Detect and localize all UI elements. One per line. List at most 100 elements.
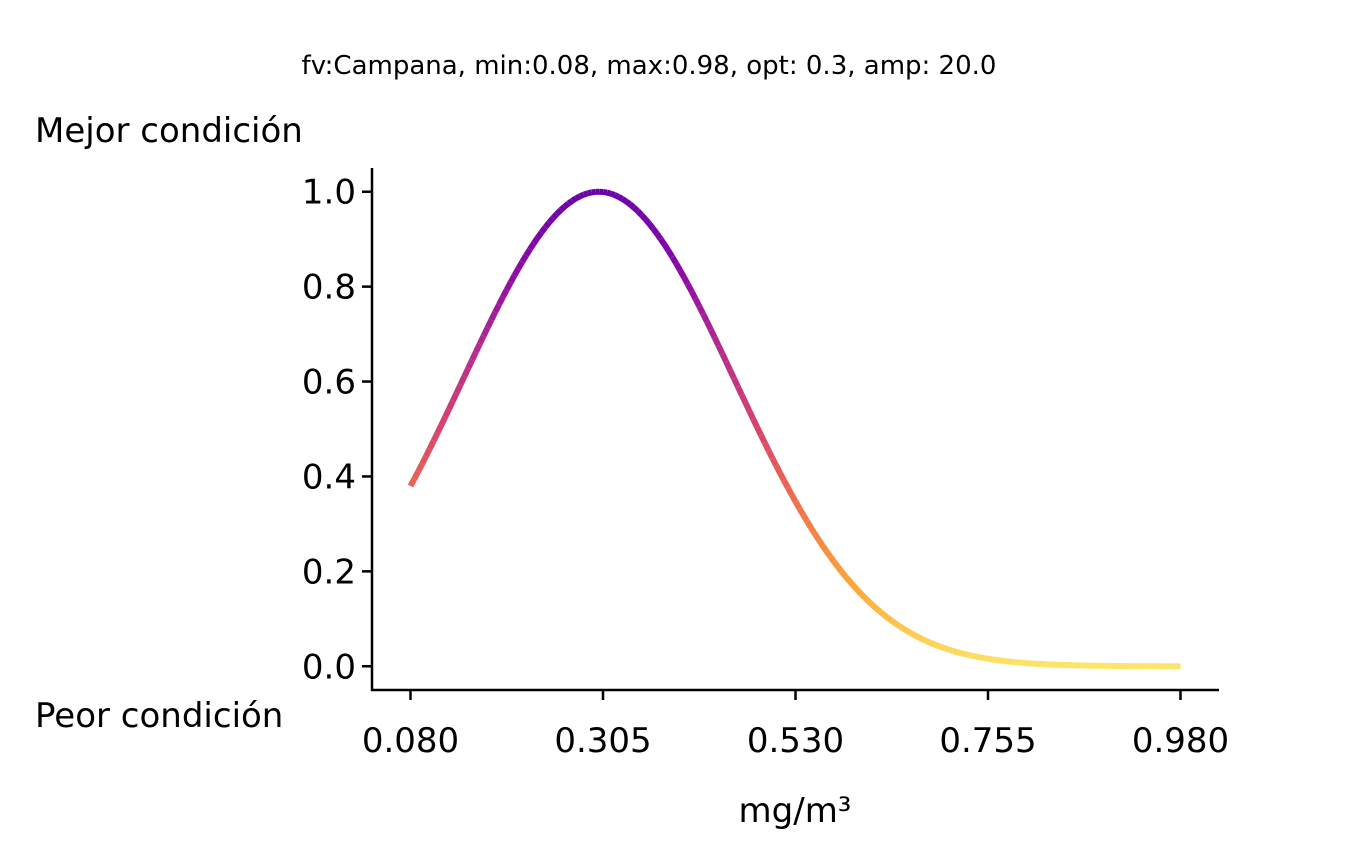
curve-segment <box>646 221 656 231</box>
curve-segment <box>662 243 671 253</box>
curve-segment <box>754 425 764 437</box>
curve-segment <box>762 441 772 452</box>
curve-segment <box>665 249 675 259</box>
curve-segment <box>616 194 624 202</box>
curve-segment <box>609 190 616 198</box>
curve-segment <box>968 652 974 659</box>
curve-segment <box>874 606 883 615</box>
curve-segment <box>446 399 456 411</box>
curve-segment <box>430 431 441 443</box>
curve-segment <box>843 574 852 583</box>
curve-segment <box>723 360 733 372</box>
curve-segment <box>866 599 875 608</box>
curve-segment <box>613 192 620 200</box>
axis-spines <box>370 168 1219 692</box>
curve-segment <box>952 648 959 655</box>
curve-segment <box>685 282 695 293</box>
curve-segment <box>539 225 548 235</box>
curve-segment <box>827 554 837 564</box>
curve-segment <box>960 650 966 658</box>
curve-segment <box>944 645 951 653</box>
curve-segment <box>917 634 924 642</box>
curve-segment <box>620 196 628 204</box>
curve-segment <box>415 462 425 473</box>
curve-segment <box>566 198 574 206</box>
curve-segment <box>708 328 718 339</box>
curve-segment <box>407 477 417 488</box>
curve-segment <box>835 564 845 574</box>
curve-segment <box>504 281 514 292</box>
curve-segment <box>457 375 468 386</box>
curve-segment <box>582 190 589 198</box>
curve-segment <box>719 352 729 364</box>
curve-segment <box>987 655 993 663</box>
curve-segment <box>823 549 833 559</box>
curve-segment <box>473 342 483 354</box>
curve-segment <box>964 651 970 658</box>
curve-segment <box>542 220 552 230</box>
curve-segment <box>704 320 714 331</box>
curve-segment <box>461 366 471 378</box>
curve-segment <box>742 401 753 413</box>
curve-segment <box>738 393 749 405</box>
curve-segment <box>909 630 917 638</box>
curve-segment <box>677 268 687 279</box>
y-tick-label: 0.8 <box>302 268 356 308</box>
curve-segment <box>893 621 902 629</box>
curve-segment <box>862 595 871 604</box>
plot-area <box>407 188 1181 670</box>
y-tick-label: 0.4 <box>302 457 356 497</box>
curve-segment <box>878 609 886 618</box>
curve-segment <box>804 519 814 530</box>
curve-segment <box>839 569 848 579</box>
curve-segment <box>700 312 710 324</box>
curve-segment <box>812 532 822 542</box>
curve-segment <box>511 267 521 277</box>
curve-segment <box>847 579 856 588</box>
curve-segment <box>851 583 860 592</box>
curve-segment <box>696 304 706 316</box>
curve-segment <box>606 189 612 197</box>
curve-segment <box>870 602 879 611</box>
curve-segment <box>558 204 567 213</box>
curve-segment <box>758 433 768 445</box>
curve-segment <box>692 297 702 308</box>
curve-segment <box>905 628 913 636</box>
curve-segment <box>591 188 596 196</box>
curve-segment <box>886 615 894 624</box>
curve-segment <box>658 237 668 247</box>
curve-segment <box>792 500 802 510</box>
curve-segment <box>777 471 787 482</box>
curve-segment <box>995 656 1000 664</box>
x-axis-label: mg/m³ <box>739 791 852 831</box>
curve-segment <box>831 559 841 569</box>
curve-segment <box>500 288 510 299</box>
curve-segment <box>746 409 756 421</box>
curve-segment <box>628 201 636 210</box>
curve-segment <box>858 591 867 600</box>
curve-segment <box>484 318 495 330</box>
curve-segment <box>854 587 864 596</box>
curve-segment <box>773 464 783 475</box>
curve-segment <box>631 205 640 214</box>
curve-segment <box>531 236 541 246</box>
curve-segment <box>715 344 726 356</box>
curve-segment <box>711 336 722 347</box>
curve-segment <box>913 632 921 641</box>
curve-segment <box>419 455 429 466</box>
bottom-condition-label: Peor condición <box>35 696 283 736</box>
curve-segment <box>519 254 529 264</box>
curve-segment <box>515 260 525 271</box>
curve-segment <box>808 525 818 536</box>
y-tick-label: 0.6 <box>302 363 356 403</box>
curve-segment <box>882 612 890 621</box>
x-tick-label: 0.080 <box>362 721 459 761</box>
curve-segment <box>492 303 502 314</box>
curve-segment <box>673 261 683 272</box>
curve-segment <box>800 513 810 523</box>
curve-segment <box>442 407 452 419</box>
top-condition-label: Mejor condición <box>35 111 303 151</box>
y-tick-label: 0.0 <box>302 647 356 687</box>
curve-segment <box>819 543 829 553</box>
x-tick-label: 0.530 <box>747 721 844 761</box>
